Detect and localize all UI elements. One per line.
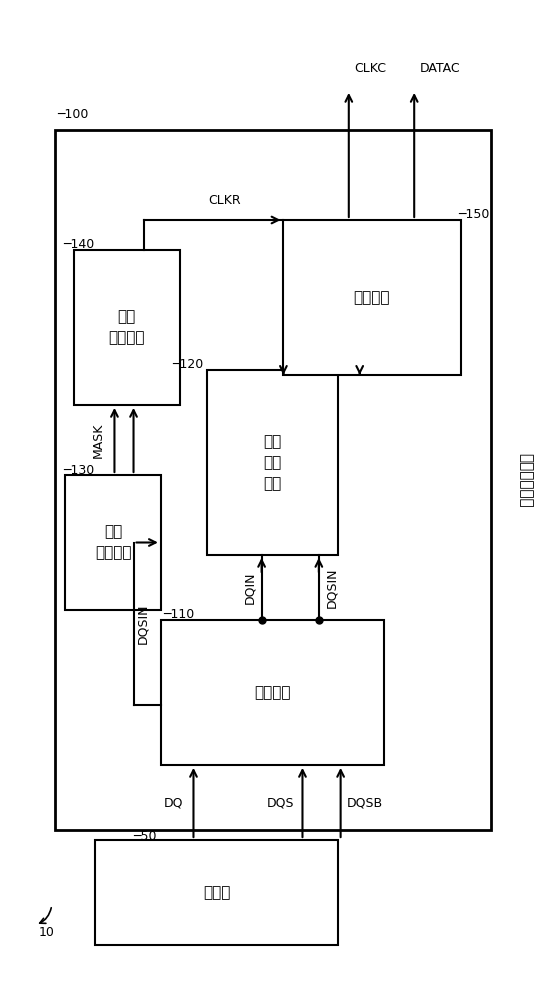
Text: 10: 10 xyxy=(38,926,54,938)
Text: ─50: ─50 xyxy=(134,830,157,844)
Text: ─110: ─110 xyxy=(164,608,195,621)
Text: MASK: MASK xyxy=(92,422,105,458)
Text: ─130: ─130 xyxy=(63,464,94,477)
Text: 时钟
控制逻辑: 时钟 控制逻辑 xyxy=(108,310,145,346)
FancyBboxPatch shape xyxy=(65,475,161,610)
Text: 解复用器: 解复用器 xyxy=(354,290,390,305)
Text: 存储器控制器: 存储器控制器 xyxy=(518,453,534,507)
Text: ─120: ─120 xyxy=(172,359,203,371)
Text: CLKR: CLKR xyxy=(209,194,241,207)
Text: 数据
锁存
电路: 数据 锁存 电路 xyxy=(263,434,282,491)
FancyBboxPatch shape xyxy=(161,620,384,765)
FancyBboxPatch shape xyxy=(54,130,490,830)
Text: DATAC: DATAC xyxy=(420,62,461,75)
Text: 接收电路: 接收电路 xyxy=(255,685,290,700)
Text: DQSB: DQSB xyxy=(347,796,383,809)
FancyBboxPatch shape xyxy=(207,370,338,555)
Text: DQIN: DQIN xyxy=(243,571,256,604)
Text: ─140: ─140 xyxy=(63,238,94,251)
FancyBboxPatch shape xyxy=(74,250,180,405)
FancyBboxPatch shape xyxy=(283,220,461,375)
Text: DQSIN: DQSIN xyxy=(325,567,338,608)
FancyBboxPatch shape xyxy=(95,840,338,945)
Text: DQSIN: DQSIN xyxy=(136,603,149,644)
Text: 存储器: 存储器 xyxy=(203,885,231,900)
Text: ─150: ─150 xyxy=(458,209,489,222)
Text: ─100: ─100 xyxy=(57,108,89,121)
Text: CLKC: CLKC xyxy=(354,62,386,75)
Text: DQ: DQ xyxy=(164,796,184,809)
Text: 遮罩
产生电路: 遮罩 产生电路 xyxy=(95,524,131,560)
Text: DQS: DQS xyxy=(267,796,294,809)
